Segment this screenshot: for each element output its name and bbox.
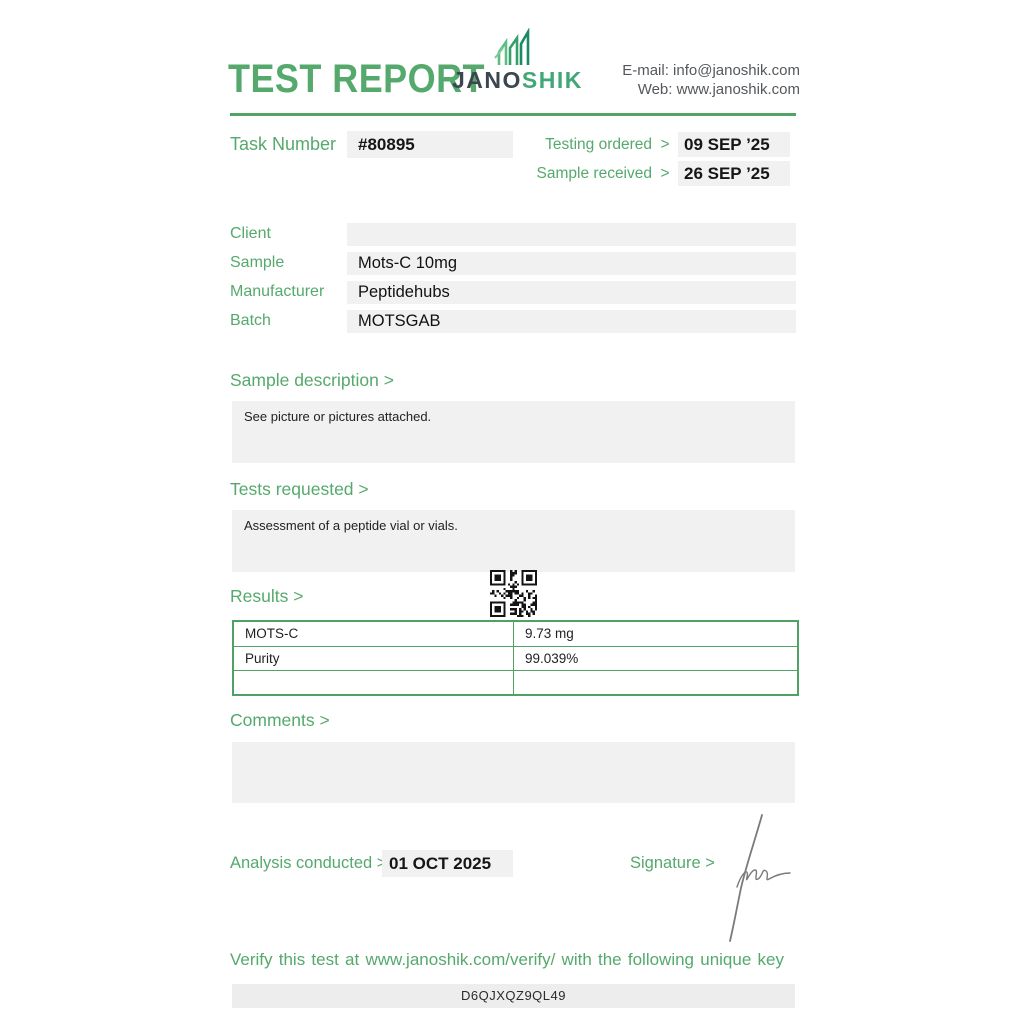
- task-number-field: #80895: [347, 131, 513, 158]
- manufacturer-label: Manufacturer: [230, 283, 325, 300]
- comments-box: [232, 742, 795, 803]
- client-label: Client: [230, 225, 271, 242]
- manufacturer-value: Peptidehubs: [358, 283, 450, 301]
- analysis-date-value: 01 OCT 2025: [389, 854, 492, 873]
- task-number-value: #80895: [358, 135, 415, 154]
- sample-received-value: 26 SEP ’25: [678, 161, 790, 186]
- sample-field: Mots-C 10mg: [347, 252, 796, 275]
- email-line: E-mail: info@janoshik.com: [622, 62, 800, 79]
- signature-label: Signature >: [630, 854, 715, 872]
- web-line: Web: www.janoshik.com: [637, 81, 800, 98]
- result-value: 99.039%: [513, 646, 797, 670]
- verify-key-field: D6QJXQZ9QL49: [232, 984, 795, 1008]
- comments-heading: Comments >: [230, 710, 330, 730]
- sample-label: Sample: [230, 254, 285, 271]
- results-table: MOTS-C 9.73 mg Purity 99.039%: [232, 620, 799, 696]
- testing-ordered-value: 09 SEP ’25: [678, 132, 790, 157]
- client-field: [347, 223, 796, 246]
- janoshik-logo: JANOSHIK: [452, 28, 581, 94]
- tests-requested-box: Assessment of a peptide vial or vials.: [232, 510, 795, 572]
- batch-field: MOTSGAB: [347, 310, 796, 333]
- sample-description-heading: Sample description >: [230, 370, 394, 390]
- sample-value: Mots-C 10mg: [358, 254, 458, 272]
- chevron-right-icon: >: [660, 164, 670, 182]
- bar-chart-logo-icon: [494, 28, 530, 65]
- result-name: Purity: [234, 646, 513, 670]
- analysis-date-field: 01 OCT 2025: [382, 850, 513, 877]
- verify-instruction: Verify this test at www.janoshik.com/ver…: [230, 950, 784, 969]
- task-number-label: Task Number: [230, 134, 337, 154]
- analysis-conducted-label: Analysis conducted >: [230, 854, 387, 872]
- sample-description-box: See picture or pictures attached.: [232, 401, 795, 463]
- manufacturer-field: Peptidehubs: [347, 281, 796, 304]
- sample-received-label: Sample received: [536, 164, 652, 182]
- tests-requested-text: Assessment of a peptide vial or vials.: [244, 518, 458, 533]
- header-divider: [230, 113, 796, 116]
- result-value: 9.73 mg: [513, 622, 797, 646]
- batch-label: Batch: [230, 312, 271, 329]
- results-heading: Results >: [230, 586, 304, 606]
- result-name: MOTS-C: [245, 626, 299, 641]
- sample-description-text: See picture or pictures attached.: [244, 409, 432, 424]
- result-name: [234, 670, 513, 694]
- logo-wordmark: JANOSHIK: [452, 67, 581, 94]
- page-title: TEST REPORT: [228, 57, 485, 101]
- testing-ordered-label: Testing ordered: [545, 135, 652, 153]
- signature-image: [729, 814, 791, 942]
- result-value: [513, 670, 797, 694]
- testing-ordered-row: Testing ordered > 09 SEP ’25: [534, 132, 790, 157]
- chevron-right-icon: >: [660, 135, 670, 153]
- contact-info: E-mail: info@janoshik.com Web: www.janos…: [556, 61, 800, 99]
- batch-value: MOTSGAB: [358, 312, 441, 330]
- logo-text-dark: JANO: [452, 67, 522, 93]
- sample-received-row: Sample received > 26 SEP ’25: [534, 161, 790, 186]
- tests-requested-heading: Tests requested >: [230, 479, 369, 499]
- verify-key-value: D6QJXQZ9QL49: [461, 988, 566, 1003]
- comments-text: [232, 742, 795, 758]
- qr-code: [490, 570, 537, 617]
- logo-text-green: SHIK: [521, 67, 583, 93]
